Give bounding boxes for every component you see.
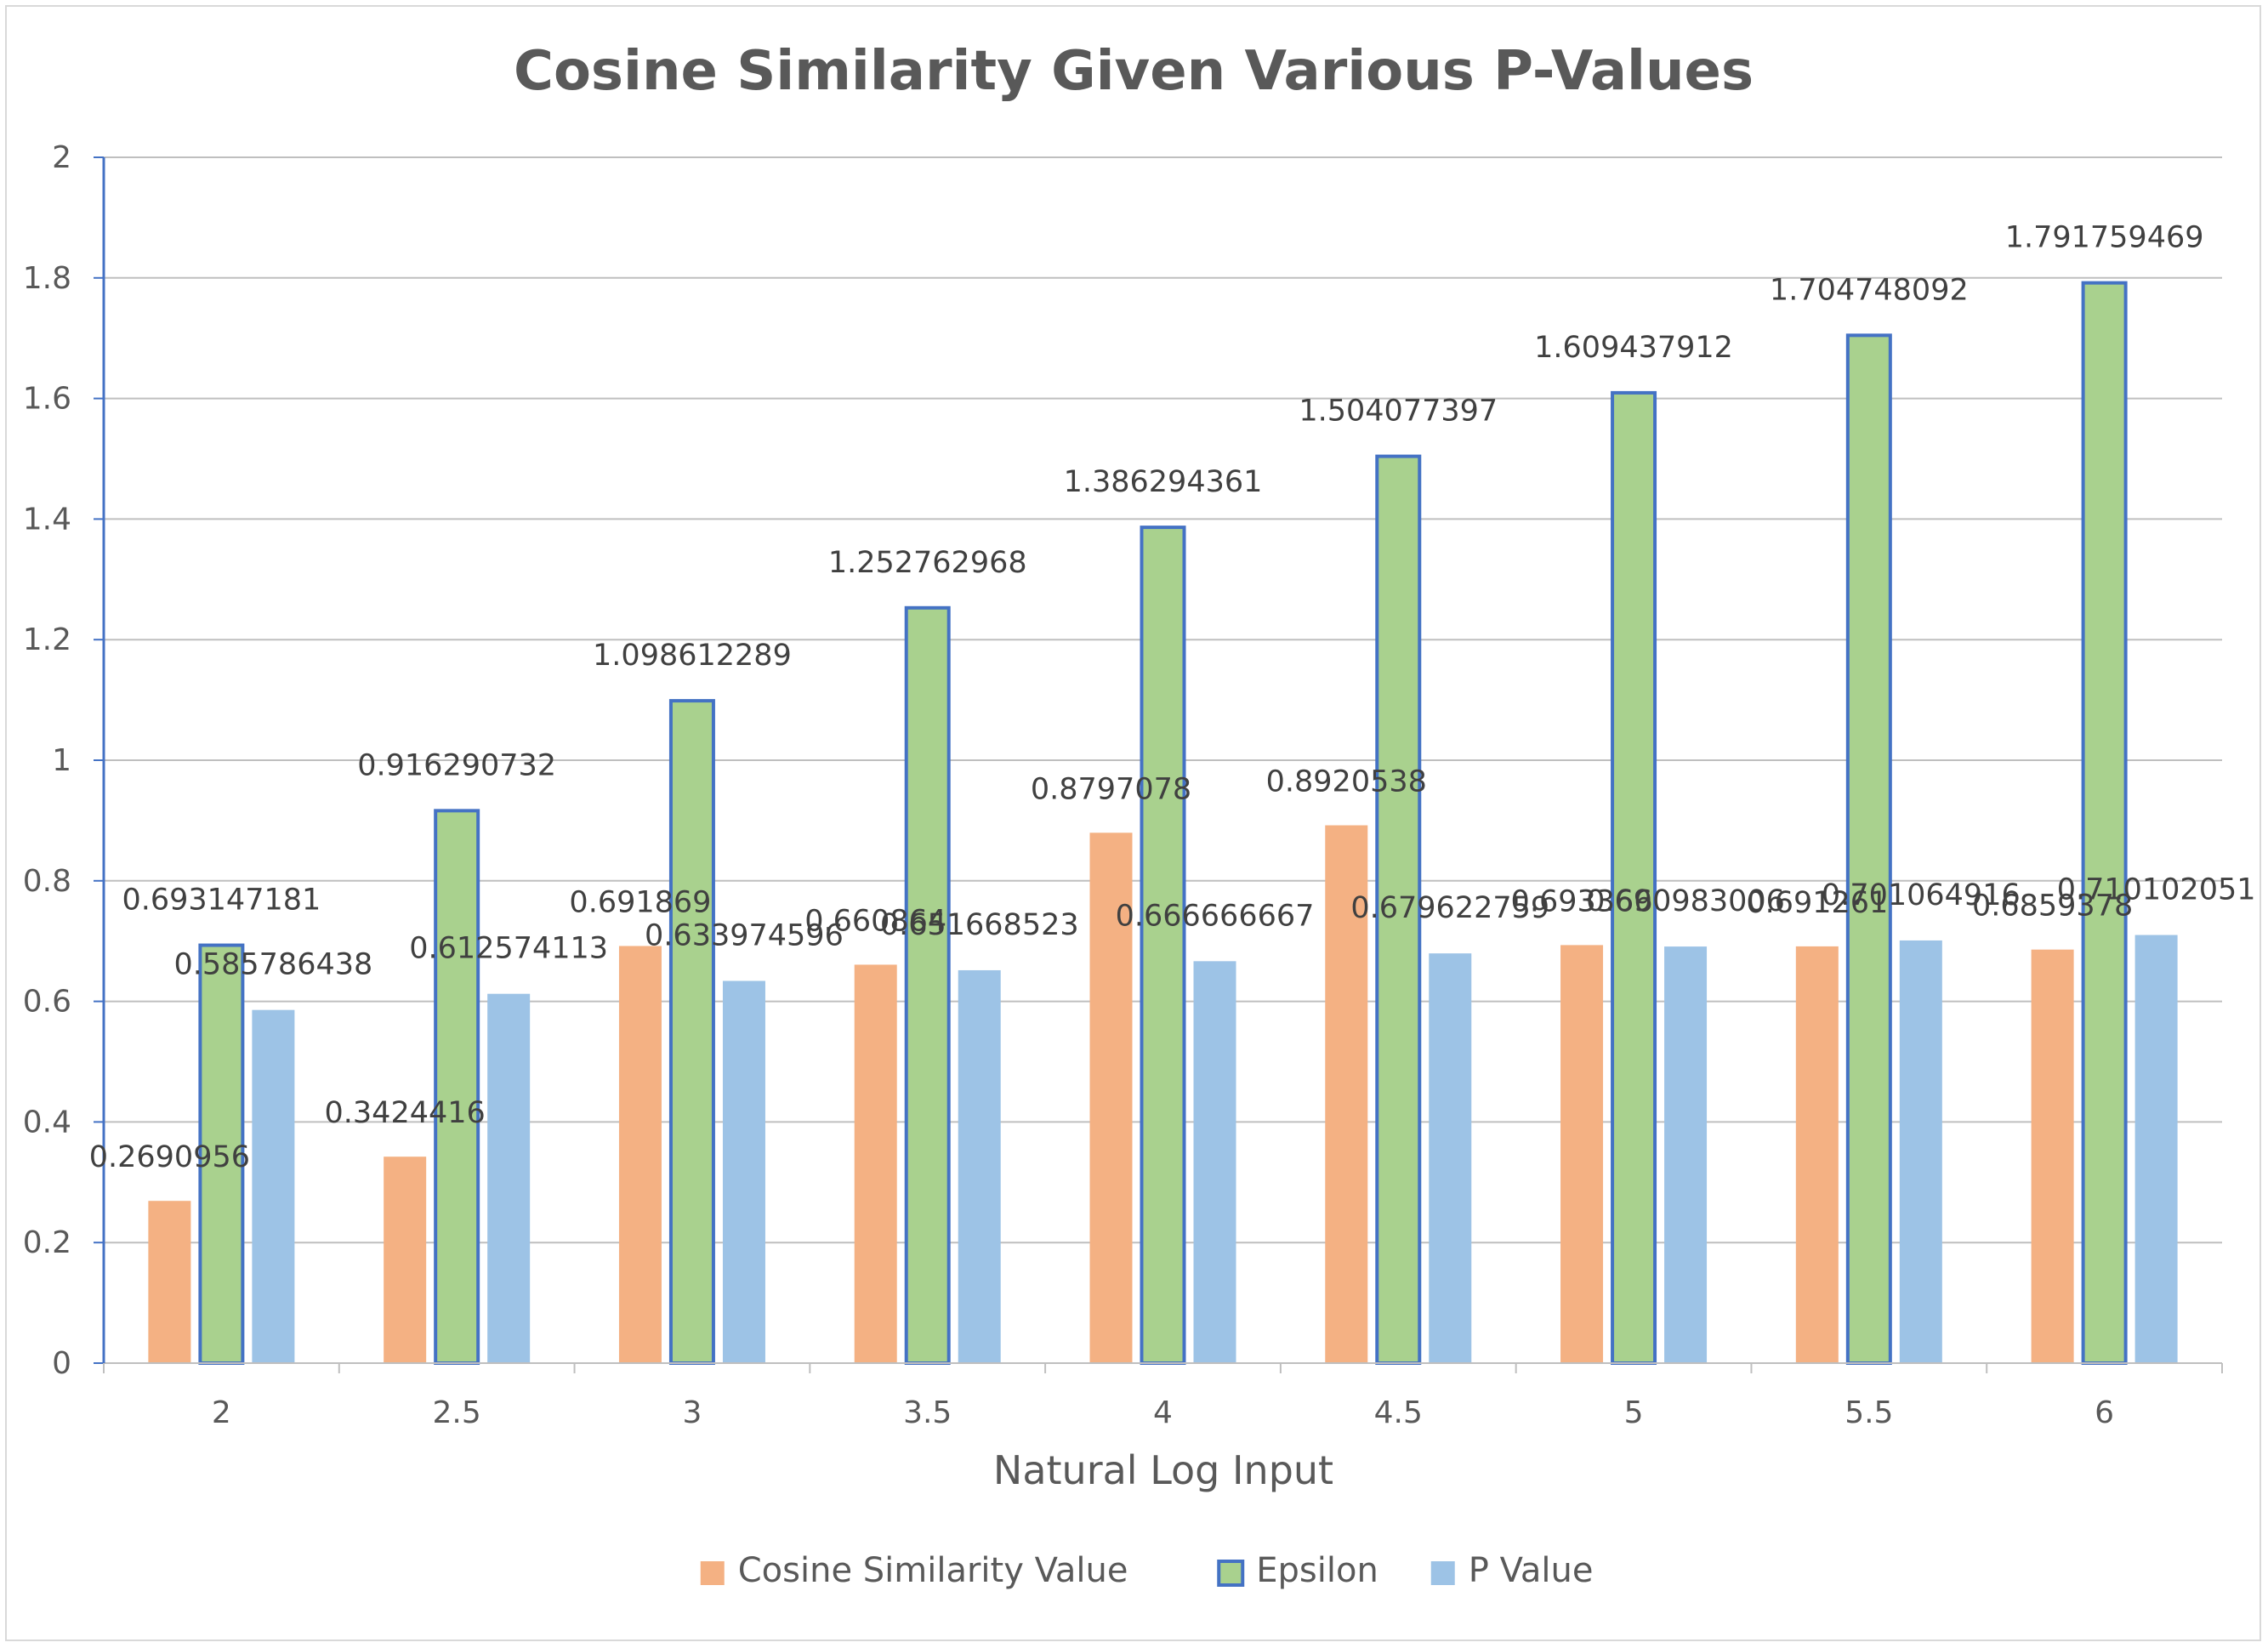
data-labels: 0.2690956 0.693147181 0.585786438 0.3424416… bbox=[89, 221, 2256, 1175]
data-label: 1.791759469 bbox=[2005, 221, 2204, 255]
bar-epsilon bbox=[198, 943, 245, 1365]
data-label: 0.6859378 bbox=[1972, 889, 2133, 923]
x-tick-label: 3.5 bbox=[903, 1395, 952, 1430]
legend-swatch-epsilon bbox=[1217, 1560, 1245, 1587]
data-label: 0.8920538 bbox=[1266, 765, 1427, 799]
bar-p-value bbox=[2134, 935, 2178, 1363]
data-label: 0.701064916 bbox=[1822, 878, 2021, 912]
data-label: 0.691261 bbox=[1746, 886, 1888, 920]
bar-p-value bbox=[252, 1009, 295, 1363]
data-label: 0.691869 bbox=[569, 885, 711, 919]
data-label: 0.679622759 bbox=[1350, 891, 1549, 925]
data-label: 0.660864 bbox=[804, 904, 946, 938]
bars bbox=[148, 281, 2178, 1365]
data-label: 0.693147181 bbox=[122, 884, 321, 918]
data-label: 0.916290732 bbox=[357, 748, 556, 782]
bar-epsilon bbox=[434, 809, 480, 1365]
data-label: 1.504077397 bbox=[1299, 395, 1498, 429]
x-tick-label: 4.5 bbox=[1374, 1395, 1423, 1430]
bar-cosine-similarity-value bbox=[618, 946, 662, 1363]
data-label: 0.651668523 bbox=[880, 908, 1079, 942]
data-label: 1.252762968 bbox=[828, 546, 1027, 580]
data-label: 0.3424416 bbox=[325, 1096, 486, 1130]
x-tick-label: 4 bbox=[1153, 1395, 1173, 1430]
x-tick-label: 6 bbox=[2095, 1395, 2114, 1430]
bar-p-value bbox=[1899, 940, 1942, 1363]
y-tick-label: 0.4 bbox=[23, 1105, 71, 1139]
y-tick-label: 0.8 bbox=[23, 864, 71, 899]
data-label: 1.098612289 bbox=[593, 639, 792, 673]
bar-epsilon bbox=[2081, 281, 2128, 1365]
y-tick-label: 1 bbox=[52, 743, 71, 778]
bar-p-value bbox=[722, 980, 765, 1363]
bar-p-value bbox=[487, 993, 531, 1363]
data-label: 0.8797078 bbox=[1031, 772, 1191, 806]
bar-epsilon bbox=[668, 699, 715, 1365]
x-axis-title: Natural Log Input bbox=[993, 1447, 1333, 1493]
y-tick-label: 1.2 bbox=[23, 622, 71, 657]
y-tick-label: 2 bbox=[52, 140, 71, 175]
bar-epsilon bbox=[1140, 526, 1186, 1365]
bar-cosine-similarity-value bbox=[854, 964, 897, 1363]
bar-epsilon bbox=[1845, 333, 1892, 1365]
bar-p-value bbox=[958, 969, 1001, 1363]
legend-swatch-p-value bbox=[1430, 1561, 1455, 1585]
data-label: 1.609437912 bbox=[1534, 331, 1733, 365]
bar-cosine-similarity-value bbox=[1560, 945, 1604, 1363]
bar-p-value bbox=[1429, 953, 1472, 1363]
data-label: 0.612574113 bbox=[409, 932, 608, 966]
bar-epsilon bbox=[904, 605, 951, 1365]
bar-epsilon bbox=[1611, 390, 1657, 1365]
y-tick-label: 0.6 bbox=[23, 985, 71, 1020]
y-tick-label: 1.6 bbox=[23, 382, 71, 417]
data-label: 0.585786438 bbox=[173, 948, 372, 982]
bar-p-value bbox=[1664, 946, 1708, 1363]
legend-label: Cosine Similarity Value bbox=[738, 1551, 1128, 1590]
bar-cosine-similarity-value bbox=[1325, 825, 1368, 1363]
x-tick-label: 2.5 bbox=[433, 1395, 481, 1430]
legend: Cosine Similarity Value Epsilon P Value bbox=[700, 1551, 1594, 1590]
y-tick-label: 1.8 bbox=[23, 261, 71, 296]
y-tick-label: 1.4 bbox=[23, 502, 71, 537]
x-tick-label: 3 bbox=[682, 1395, 702, 1430]
bar-p-value bbox=[1193, 961, 1236, 1363]
y-tick-label: 0.2 bbox=[23, 1225, 71, 1260]
axes: 0 0.2 0.4 0.6 0.8 1 1.2 1.4 1.6 1.8 2 2 2.5 3 3.5 4 4.5 5… bbox=[23, 140, 2223, 1430]
x-tick-label: 2 bbox=[212, 1395, 231, 1430]
bar-cosine-similarity-value bbox=[1795, 946, 1839, 1363]
data-label: 0.710102051 bbox=[2057, 873, 2256, 907]
bar-cosine-similarity-value bbox=[2031, 949, 2074, 1363]
x-tick-label: 5.5 bbox=[1845, 1395, 1893, 1430]
data-label: 1.386294361 bbox=[1064, 465, 1263, 499]
data-label: 0.2690956 bbox=[89, 1140, 250, 1174]
bar-cosine-similarity-value bbox=[1089, 833, 1133, 1363]
data-label: 0.666666667 bbox=[1116, 899, 1315, 933]
bar-cosine-similarity-value bbox=[148, 1201, 191, 1363]
bar-cosine-similarity-value bbox=[384, 1156, 427, 1363]
legend-swatch-cosine-similarity-value bbox=[700, 1561, 725, 1585]
data-label: 0.633974596 bbox=[645, 919, 844, 953]
data-label: 1.704748092 bbox=[1770, 273, 1969, 307]
data-label: 0.693366 bbox=[1511, 884, 1653, 918]
y-tick-label: 0 bbox=[52, 1346, 71, 1381]
x-tick-label: 5 bbox=[1624, 1395, 1644, 1430]
data-label: 0.690983006 bbox=[1586, 884, 1785, 918]
chart-title: Cosine Similarity Given Various P-Values bbox=[514, 40, 1754, 103]
legend-label: Epsilon bbox=[1256, 1551, 1378, 1590]
legend-label: P Value bbox=[1469, 1551, 1594, 1590]
